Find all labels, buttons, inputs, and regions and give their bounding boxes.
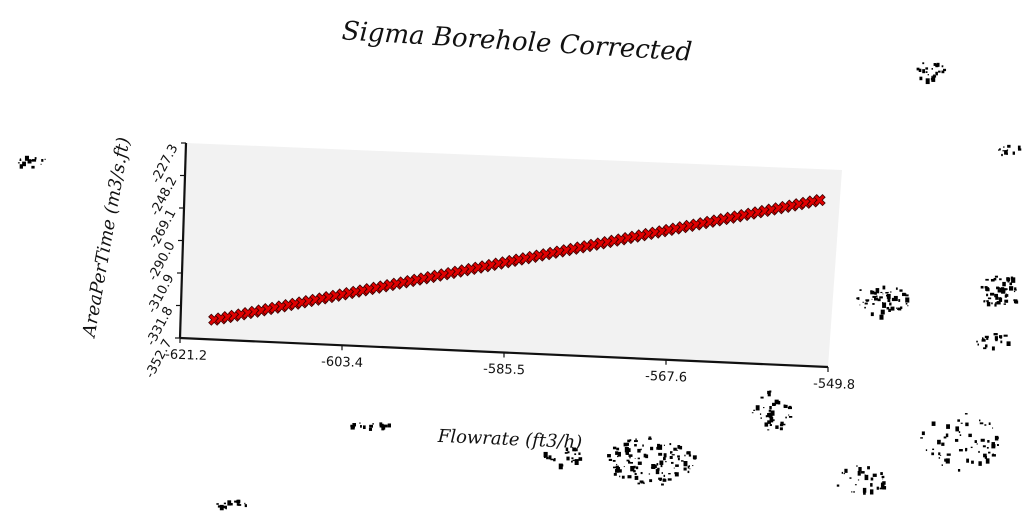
data-point xyxy=(813,194,826,207)
plot-background xyxy=(180,143,842,367)
y-axis-label: AreaPerTime (m3/s.ft) xyxy=(78,136,134,341)
x-axis-label: Flowrate (ft3/h) xyxy=(436,426,582,453)
x-tick-label: -567.6 xyxy=(645,369,687,385)
x-tick-label: -549.8 xyxy=(813,376,855,392)
x-tick-label: -603.4 xyxy=(321,355,363,371)
x-tick-label: -585.5 xyxy=(483,362,525,378)
x-tick-label: -621.2 xyxy=(165,347,207,363)
chart-title: Sigma Borehole Corrected xyxy=(341,16,693,67)
plot-area: -621.2 -603.4 -585.5 -567.6 -549.8-352.7-331… xyxy=(143,142,856,393)
